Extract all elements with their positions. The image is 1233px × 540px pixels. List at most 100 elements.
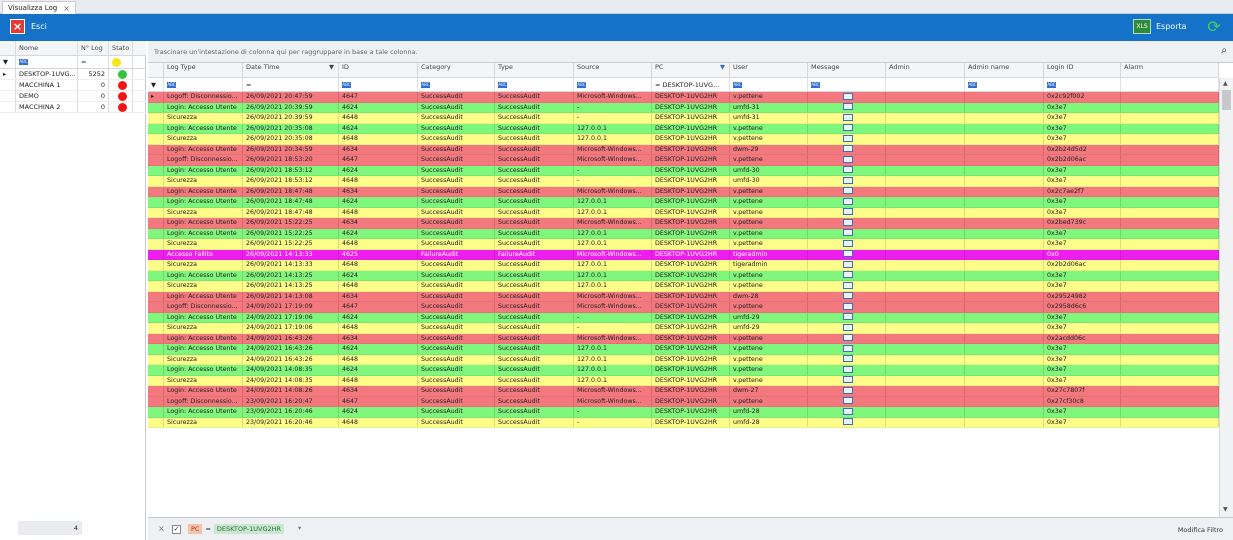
filter-expression[interactable]: PC = DESKTOP-1UVG2HR xyxy=(188,524,285,534)
machine-row[interactable]: ▸ DESKTOP-1UVG... 5252 xyxy=(0,69,146,80)
search-icon[interactable]: ⌕ xyxy=(1221,45,1227,56)
cell-message[interactable] xyxy=(808,417,886,427)
message-icon[interactable] xyxy=(843,323,853,331)
message-icon[interactable] xyxy=(843,355,853,362)
log-row[interactable]: Sicurezza 26/09/2021 15:22:25 4648 SuccessA… xyxy=(148,239,1219,250)
message-icon[interactable] xyxy=(843,281,853,289)
message-icon[interactable] xyxy=(843,239,853,247)
log-row[interactable]: Sicurezza 24/09/2021 16:43:26 4648 SuccessA… xyxy=(148,354,1219,365)
message-icon[interactable] xyxy=(843,208,853,215)
text-filter-icon[interactable]: ABC xyxy=(733,81,742,88)
esci-button[interactable]: × Esci xyxy=(10,19,47,34)
log-row[interactable]: Login: Accesso Utente 24/09/2021 16:43:26… xyxy=(148,344,1219,355)
text-filter-icon[interactable]: ABC xyxy=(968,81,977,88)
cell-message[interactable] xyxy=(808,344,886,354)
text-filter-icon[interactable]: ABC xyxy=(1047,81,1056,88)
cell-message[interactable] xyxy=(808,291,886,301)
text-filter-icon[interactable]: ABC xyxy=(342,81,351,88)
log-row[interactable]: Login: Accesso Utente 24/09/2021 16:43:26… xyxy=(148,333,1219,344)
cell-message[interactable] xyxy=(808,375,886,385)
filter-icon[interactable]: ▼ xyxy=(0,56,16,68)
log-row[interactable]: Accesso Fallito 26/09/2021 14:13:33 4625 Fa… xyxy=(148,249,1219,260)
message-icon[interactable] xyxy=(843,386,853,394)
message-icon[interactable] xyxy=(843,344,853,352)
cell-message[interactable] xyxy=(808,249,886,259)
log-row[interactable]: Login: Accesso Utente 26/09/2021 14:13:25… xyxy=(148,270,1219,281)
column-header-user[interactable]: User xyxy=(730,63,808,77)
cell-message[interactable] xyxy=(808,396,886,406)
text-filter-icon[interactable]: ABC xyxy=(167,81,176,88)
cell-message[interactable] xyxy=(808,113,886,123)
log-row[interactable]: Logoff: Disconnessio... 23/09/2021 16:20:… xyxy=(148,396,1219,407)
cell-message[interactable] xyxy=(808,176,886,186)
cell-message[interactable] xyxy=(808,186,886,196)
log-row[interactable]: Login: Accesso Utente 26/09/2021 20:35:08… xyxy=(148,123,1219,134)
scroll-thumb[interactable] xyxy=(1222,90,1231,110)
message-icon[interactable] xyxy=(843,124,853,131)
machine-row[interactable]: DEMO 0 xyxy=(0,91,146,102)
log-row[interactable]: Sicurezza 23/09/2021 16:20:46 4648 SuccessA… xyxy=(148,417,1219,428)
column-header-admin[interactable]: Admin xyxy=(886,63,965,77)
log-row[interactable]: Login: Accesso Utente 26/09/2021 20:39:59… xyxy=(148,102,1219,113)
message-icon[interactable] xyxy=(843,92,853,100)
column-header-stato[interactable]: Stato xyxy=(109,41,133,55)
log-row[interactable]: Login: Accesso Utente 23/09/2021 16:20:46… xyxy=(148,407,1219,418)
expand-row-icon[interactable]: ▸ xyxy=(0,69,16,79)
text-filter-icon[interactable]: ABC xyxy=(498,81,507,88)
column-header-log-type[interactable]: Log Type xyxy=(164,63,243,77)
cell-message[interactable] xyxy=(808,333,886,343)
column-header-nome[interactable]: Nome xyxy=(16,41,78,55)
message-icon[interactable] xyxy=(843,407,853,415)
cell-message[interactable] xyxy=(808,312,886,322)
text-filter-icon[interactable]: ABC xyxy=(811,81,820,88)
message-icon[interactable] xyxy=(843,197,853,205)
cell-message[interactable] xyxy=(808,239,886,249)
text-filter-icon[interactable]: ABC xyxy=(19,59,28,65)
column-header-type[interactable]: Type xyxy=(495,63,574,77)
cell-message[interactable] xyxy=(808,365,886,375)
cell-message[interactable] xyxy=(808,323,886,333)
count-filter[interactable]: = xyxy=(78,56,109,68)
log-row[interactable]: Logoff: Disconnessio... 24/09/2021 17:19:… xyxy=(148,302,1219,313)
column-header-date-time[interactable]: Date Time ▼ xyxy=(243,63,339,77)
log-row[interactable]: Sicurezza 26/09/2021 14:13:25 4648 SuccessA… xyxy=(148,281,1219,292)
log-row[interactable]: Login: Accesso Utente 26/09/2021 20:34:59… xyxy=(148,144,1219,155)
message-icon[interactable] xyxy=(843,418,853,425)
cell-message[interactable] xyxy=(808,207,886,217)
filter-history-dropdown-icon[interactable]: ▾ xyxy=(298,524,302,532)
cell-message[interactable] xyxy=(808,123,886,133)
close-icon[interactable]: × xyxy=(63,3,70,13)
log-row[interactable]: Sicurezza 26/09/2021 20:35:08 4648 SuccessA… xyxy=(148,134,1219,145)
cell-message[interactable] xyxy=(808,165,886,175)
tab-visualizza-log[interactable]: Visualizza Log × xyxy=(2,1,76,14)
log-row[interactable]: Logoff: Disconnessio... 26/09/2021 18:53:… xyxy=(148,155,1219,166)
cell-message[interactable] xyxy=(808,218,886,228)
column-header-alarm[interactable]: Alarm xyxy=(1121,63,1219,77)
log-row[interactable]: Sicurezza 24/09/2021 14:08:35 4648 SuccessA… xyxy=(148,375,1219,386)
message-icon[interactable] xyxy=(843,155,853,163)
message-icon[interactable] xyxy=(843,134,853,142)
message-icon[interactable] xyxy=(843,397,853,404)
modifica-filtro-button[interactable]: Modifica Filtro xyxy=(1177,526,1223,534)
message-icon[interactable] xyxy=(843,145,853,152)
message-icon[interactable] xyxy=(843,292,853,299)
log-row[interactable]: Sicurezza 26/09/2021 20:39:59 4648 SuccessA… xyxy=(148,113,1219,124)
message-icon[interactable] xyxy=(843,250,853,257)
message-icon[interactable] xyxy=(843,176,853,184)
log-row[interactable]: Sicurezza 24/09/2021 17:19:06 4648 SuccessA… xyxy=(148,323,1219,334)
cell-message[interactable] xyxy=(808,354,886,364)
cell-message[interactable] xyxy=(808,302,886,312)
cell-message[interactable] xyxy=(808,281,886,291)
log-row[interactable]: Login: Accesso Utente 24/09/2021 14:08:35… xyxy=(148,365,1219,376)
cell-message[interactable] xyxy=(808,386,886,396)
log-row[interactable]: Login: Accesso Utente 26/09/2021 18:53:12… xyxy=(148,165,1219,176)
filter-icon[interactable]: ▼ xyxy=(148,78,164,91)
pc-filter[interactable]: = DESKTOP-1UVG... xyxy=(652,78,730,91)
cell-message[interactable] xyxy=(808,260,886,270)
column-header-source[interactable]: Source xyxy=(574,63,652,77)
vertical-scrollbar[interactable]: ▲ ▼ xyxy=(1219,78,1233,517)
message-icon[interactable] xyxy=(843,166,853,173)
cell-message[interactable] xyxy=(808,270,886,280)
